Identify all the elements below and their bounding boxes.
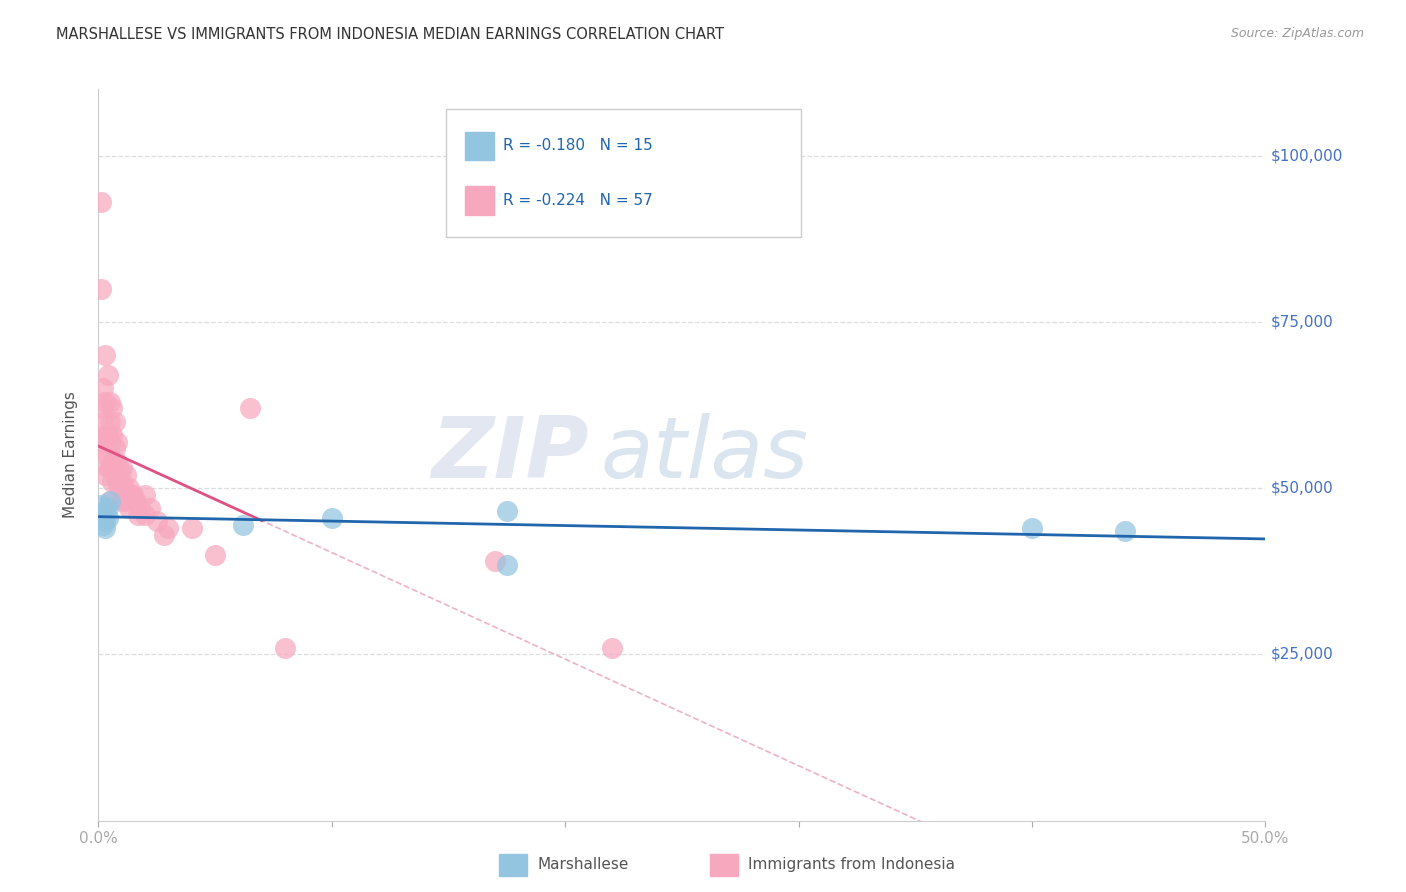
Text: MARSHALLESE VS IMMIGRANTS FROM INDONESIA MEDIAN EARNINGS CORRELATION CHART: MARSHALLESE VS IMMIGRANTS FROM INDONESIA… bbox=[56, 27, 724, 42]
Point bbox=[94, 448, 117, 462]
Point bbox=[97, 448, 120, 462]
Point bbox=[97, 368, 120, 383]
Point bbox=[104, 467, 127, 482]
Point bbox=[146, 515, 169, 529]
Point bbox=[134, 508, 156, 522]
Point bbox=[321, 511, 343, 525]
Point bbox=[484, 554, 506, 568]
Point bbox=[127, 508, 149, 522]
Point bbox=[97, 461, 120, 475]
Point bbox=[91, 415, 114, 429]
Point bbox=[1114, 524, 1136, 539]
Text: $75,000: $75,000 bbox=[1271, 315, 1334, 329]
Point bbox=[90, 282, 112, 296]
Point bbox=[495, 504, 517, 518]
Point bbox=[274, 640, 297, 655]
Point bbox=[1021, 521, 1043, 535]
Point bbox=[94, 515, 117, 529]
Point bbox=[94, 504, 117, 518]
Point bbox=[112, 481, 135, 495]
Point bbox=[94, 394, 117, 409]
Point bbox=[97, 428, 120, 442]
Point bbox=[600, 640, 623, 655]
Point bbox=[115, 494, 138, 508]
Text: Immigrants from Indonesia: Immigrants from Indonesia bbox=[748, 857, 955, 872]
Point bbox=[157, 521, 180, 535]
Text: Marshallese: Marshallese bbox=[537, 857, 628, 872]
Point bbox=[108, 461, 131, 475]
Point bbox=[204, 548, 226, 562]
Point bbox=[122, 488, 145, 502]
Point bbox=[98, 494, 121, 508]
Point bbox=[98, 494, 121, 508]
Point bbox=[105, 475, 128, 489]
Point bbox=[90, 195, 112, 210]
Point bbox=[118, 481, 141, 495]
Point bbox=[495, 558, 517, 572]
Point bbox=[239, 401, 262, 416]
Point bbox=[118, 501, 141, 516]
Point bbox=[115, 467, 138, 482]
Point bbox=[101, 428, 124, 442]
Point bbox=[129, 501, 152, 516]
Point bbox=[94, 428, 117, 442]
Text: atlas: atlas bbox=[600, 413, 808, 497]
Point bbox=[111, 475, 134, 489]
Point bbox=[98, 415, 121, 429]
Point bbox=[111, 461, 134, 475]
Point bbox=[94, 348, 117, 362]
Point bbox=[120, 488, 142, 502]
Point bbox=[98, 394, 121, 409]
Point bbox=[94, 467, 117, 482]
Text: $25,000: $25,000 bbox=[1271, 647, 1334, 662]
Point bbox=[180, 521, 202, 535]
Point bbox=[91, 401, 114, 416]
Point bbox=[91, 508, 114, 522]
Point bbox=[111, 494, 134, 508]
Point bbox=[94, 521, 117, 535]
Point bbox=[97, 501, 120, 516]
Point bbox=[134, 488, 156, 502]
Point bbox=[139, 501, 162, 516]
Point bbox=[104, 415, 127, 429]
Text: ZIP: ZIP bbox=[430, 413, 589, 497]
Point bbox=[108, 481, 131, 495]
Point bbox=[91, 517, 114, 532]
Point bbox=[232, 517, 254, 532]
Text: R = -0.224   N = 57: R = -0.224 N = 57 bbox=[503, 194, 654, 208]
Text: $100,000: $100,000 bbox=[1271, 148, 1343, 163]
Point bbox=[152, 527, 174, 541]
Point bbox=[105, 434, 128, 449]
Y-axis label: Median Earnings: Median Earnings bbox=[63, 392, 77, 518]
Text: R = -0.180   N = 15: R = -0.180 N = 15 bbox=[503, 138, 654, 153]
Text: Source: ZipAtlas.com: Source: ZipAtlas.com bbox=[1230, 27, 1364, 40]
Point bbox=[91, 434, 114, 449]
Point bbox=[98, 434, 121, 449]
Point bbox=[125, 494, 148, 508]
Point bbox=[105, 454, 128, 468]
Point bbox=[101, 401, 124, 416]
Point bbox=[91, 381, 114, 395]
Point bbox=[104, 442, 127, 456]
Point bbox=[101, 475, 124, 489]
Point bbox=[90, 498, 112, 512]
Point bbox=[98, 461, 121, 475]
Point bbox=[97, 511, 120, 525]
Text: $50,000: $50,000 bbox=[1271, 481, 1334, 496]
Point bbox=[101, 454, 124, 468]
